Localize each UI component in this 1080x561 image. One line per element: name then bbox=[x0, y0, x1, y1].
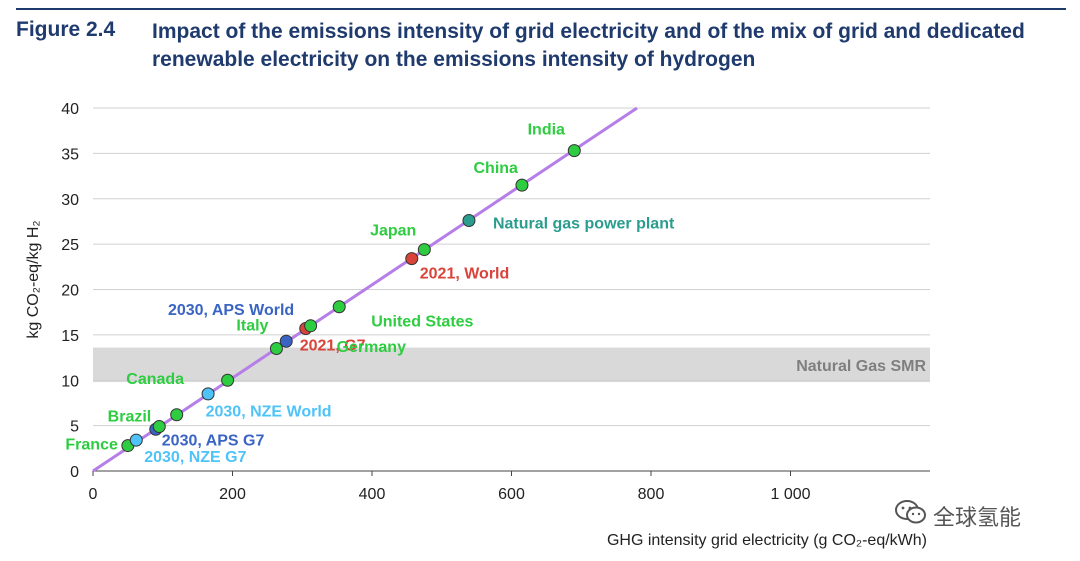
y-axis-title: kg CO₂-eq/kg H₂ bbox=[25, 220, 42, 338]
data-point-2030-aps-world bbox=[279, 334, 293, 348]
y-tick-label: 0 bbox=[70, 464, 79, 481]
data-point-united-states bbox=[332, 300, 346, 314]
y-tick-label: 30 bbox=[61, 192, 79, 209]
trend-line bbox=[92, 106, 638, 473]
figure-number: Figure 2.4 bbox=[16, 18, 116, 41]
x-axis-title: GHG intensity grid electricity (g CO₂-eq… bbox=[607, 532, 927, 549]
x-tick-label: 400 bbox=[359, 486, 386, 503]
point-label-italy: Italy bbox=[236, 317, 268, 334]
data-point-china bbox=[515, 178, 529, 192]
data-point-natural-gas-power-plant bbox=[462, 214, 476, 228]
point-label-2030-aps-g7: 2030, APS G7 bbox=[162, 432, 265, 449]
y-tick-label: 15 bbox=[61, 328, 79, 345]
y-tick-label: 35 bbox=[61, 146, 79, 163]
watermark-text: 全球氢能 bbox=[933, 505, 1022, 530]
data-point-japan bbox=[417, 243, 431, 257]
wechat-icon bbox=[895, 500, 927, 531]
y-tick-label: 20 bbox=[61, 283, 79, 300]
point-label-2021-world: 2021, World bbox=[420, 266, 510, 283]
x-tick-label: 0 bbox=[89, 486, 98, 503]
point-label-2030-nze-g7: 2030, NZE G7 bbox=[144, 449, 246, 466]
y-tick-label: 5 bbox=[70, 419, 79, 436]
data-point-germany bbox=[304, 319, 318, 333]
y-tick-label: 10 bbox=[61, 373, 79, 390]
point-label-japan: Japan bbox=[370, 223, 416, 240]
point-label-united-states: United States bbox=[371, 314, 473, 331]
x-tick-label: 1 000 bbox=[770, 486, 810, 503]
data-point-2021-world bbox=[405, 252, 419, 266]
x-tick-label: 800 bbox=[638, 486, 665, 503]
data-point-brazil bbox=[152, 420, 166, 434]
data-point-india bbox=[567, 144, 581, 158]
data-point-italy bbox=[269, 341, 283, 355]
x-tick-label: 600 bbox=[498, 486, 525, 503]
point-label-2030-aps-world: 2030, APS World bbox=[168, 302, 294, 319]
watermark: 全球氢能 bbox=[895, 500, 1021, 532]
data-point-2030-nze-world bbox=[221, 373, 235, 387]
point-label-2021-g7: 2021, G7 bbox=[300, 338, 366, 355]
figure-title: Impact of the emissions intensity of gri… bbox=[152, 20, 1025, 71]
point-label-2030-nze-world: 2030, NZE World bbox=[206, 403, 332, 420]
smr-band-label: Natural Gas SMR bbox=[796, 358, 926, 375]
point-label-france: France bbox=[65, 437, 118, 454]
point-label-india: India bbox=[528, 122, 565, 139]
y-tick-label: 25 bbox=[61, 237, 79, 254]
y-tick-label: 40 bbox=[61, 101, 79, 118]
x-tick-label: 200 bbox=[219, 486, 246, 503]
point-label-germany: Germany bbox=[337, 339, 406, 356]
point-label-natural-gas-power-plant: Natural gas power plant bbox=[493, 216, 675, 233]
point-label-brazil: Brazil bbox=[108, 409, 152, 426]
data-point-unlabeled bbox=[170, 408, 184, 422]
point-label-canada: Canada bbox=[126, 371, 184, 388]
data-point-canada bbox=[201, 387, 215, 401]
point-label-china: China bbox=[474, 160, 519, 177]
top-rule bbox=[16, 8, 1066, 10]
data-point-2030-nze-g7 bbox=[129, 433, 143, 447]
